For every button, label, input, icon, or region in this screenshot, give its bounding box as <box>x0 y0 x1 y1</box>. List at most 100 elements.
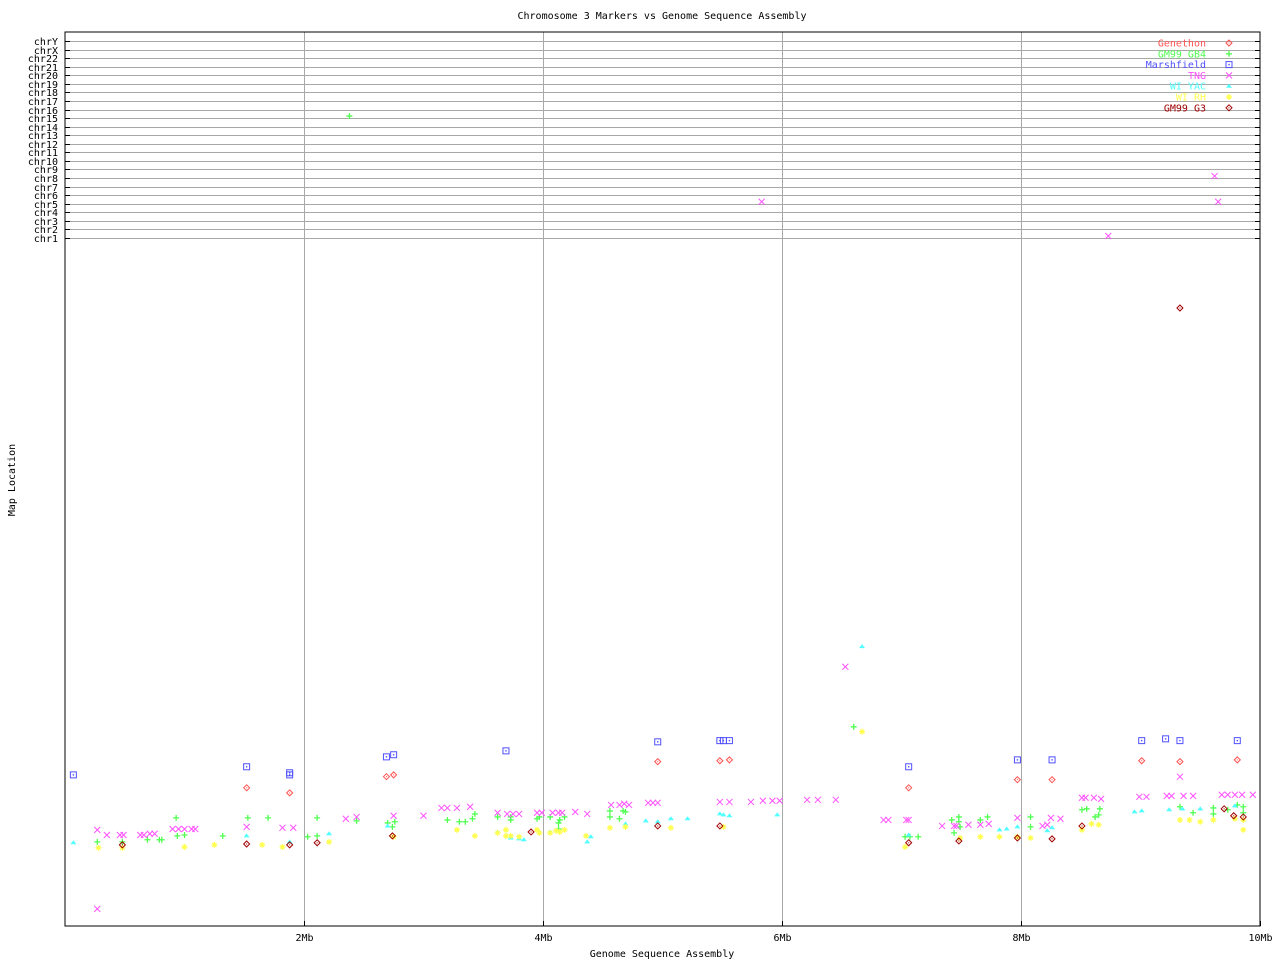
data-point <box>774 812 781 817</box>
y-tick-label: chr5 <box>34 200 58 211</box>
legend-marker <box>1226 83 1232 88</box>
data-point <box>915 833 922 840</box>
data-point <box>1224 791 1232 799</box>
y-tick-label: chr19 <box>28 80 58 91</box>
data-point <box>93 826 101 834</box>
data-point <box>1189 792 1197 800</box>
data-point <box>1179 806 1186 811</box>
y-tick-label: chrX <box>34 46 58 57</box>
data-point <box>453 826 460 833</box>
legend-marker <box>1226 94 1232 100</box>
data-point <box>390 812 397 820</box>
data-point <box>1231 815 1238 822</box>
data-point <box>304 833 311 840</box>
data-point <box>1047 814 1055 822</box>
legend-label: Genethon <box>1158 39 1206 50</box>
data-point <box>587 834 594 839</box>
y-tick-label: chr22 <box>28 54 58 65</box>
data-point <box>725 756 734 764</box>
data-point <box>1027 823 1034 830</box>
y-tick-label: chr10 <box>28 157 58 168</box>
data-point <box>1163 792 1171 800</box>
data-point <box>174 832 181 839</box>
x-tick-label: 4Mb <box>534 933 552 944</box>
y-tick-label: chr8 <box>34 174 58 185</box>
data-point <box>391 818 398 825</box>
data-point <box>583 832 590 839</box>
data-point <box>1231 791 1239 799</box>
data-point <box>1210 804 1217 811</box>
legend-marker <box>1225 72 1233 79</box>
data-point <box>904 839 913 847</box>
data-point <box>494 813 501 820</box>
data-point <box>606 824 613 831</box>
data-point <box>326 831 333 836</box>
data-point <box>353 817 360 824</box>
data-point <box>1176 304 1184 312</box>
data-point <box>382 772 391 781</box>
data-point <box>285 841 294 849</box>
data-point <box>533 809 541 817</box>
data-point <box>547 829 554 836</box>
data-point <box>169 825 176 833</box>
x-axis-label: Genome Sequence Assembly <box>590 949 735 960</box>
data-point-other-chromosome <box>758 198 766 206</box>
y-axis-label: Map Location <box>7 444 18 516</box>
data-point <box>1048 756 1056 764</box>
series-tng <box>93 172 1257 913</box>
legend-label: GM99 GB4 <box>1158 49 1206 60</box>
data-point <box>654 757 662 766</box>
data-point <box>607 801 615 809</box>
data-point <box>69 771 77 779</box>
plot-area-frame <box>64 31 1261 927</box>
y-tick-label: chr11 <box>28 148 58 159</box>
data-point <box>1168 792 1175 800</box>
data-point-other-chromosome <box>1214 198 1222 206</box>
series-marshfield <box>69 735 1241 779</box>
data-point <box>904 784 913 792</box>
data-point <box>219 832 226 839</box>
data-point-other-chromosome <box>1104 232 1112 240</box>
y-tick-label: chr9 <box>34 165 58 176</box>
data-point <box>1210 816 1217 823</box>
data-point <box>769 797 776 805</box>
data-point <box>841 663 849 671</box>
data-point <box>1048 775 1056 784</box>
data-point <box>453 804 461 812</box>
data-point <box>1043 821 1051 829</box>
data-point <box>1176 803 1183 810</box>
data-point <box>515 810 523 818</box>
data-point <box>1082 794 1089 802</box>
data-point <box>1210 810 1217 817</box>
data-point <box>507 816 514 823</box>
data-point <box>716 737 724 745</box>
data-point <box>509 810 517 818</box>
data-point <box>1048 835 1056 843</box>
data-point <box>905 816 913 824</box>
data-point <box>1014 824 1021 829</box>
data-point <box>502 826 509 833</box>
data-point <box>314 832 321 839</box>
data-point <box>420 812 427 820</box>
legend-label: TNG <box>1188 71 1206 82</box>
data-point <box>1176 816 1183 823</box>
series-wi-yac <box>70 644 1238 845</box>
data-point <box>1180 792 1187 800</box>
data-point <box>667 824 674 831</box>
data-point <box>289 824 297 832</box>
data-point <box>850 723 857 730</box>
data-point <box>1131 809 1138 814</box>
series-genethon <box>242 756 1242 797</box>
legend-label: GM99 G3 <box>1164 103 1206 114</box>
data-point <box>965 821 972 829</box>
data-point <box>118 841 127 849</box>
data-point <box>243 763 251 771</box>
data-point <box>181 825 188 833</box>
data-point <box>948 816 955 823</box>
data-point <box>1233 737 1241 745</box>
series-wi-rh <box>95 728 1247 851</box>
data-point <box>953 822 960 830</box>
data-point <box>191 825 199 833</box>
data-point <box>726 798 733 806</box>
data-point <box>950 822 958 830</box>
